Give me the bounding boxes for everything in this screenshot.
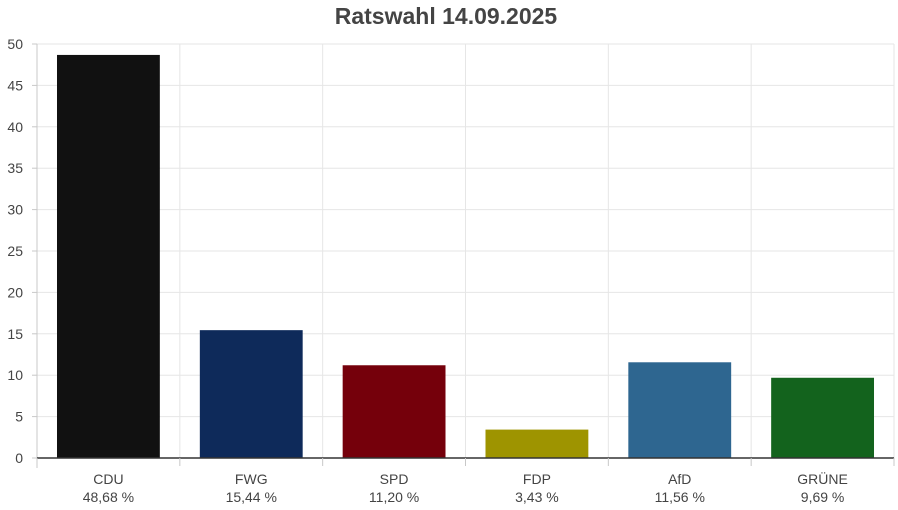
y-tick-label: 20	[7, 284, 23, 300]
y-tick-label: 25	[7, 243, 23, 259]
labels-layer: 0 5 10 15 20 25 30 35 40 45 50 CDU 48,68 % FWG 15,44 %…	[7, 36, 847, 505]
y-tick-label: 45	[7, 77, 23, 93]
bar-spd[interactable]	[342, 365, 446, 458]
grid-layer	[37, 43, 895, 458]
bar-fdp[interactable]	[485, 429, 589, 458]
x-category-label: AfD	[668, 471, 691, 487]
x-category-label: SPD	[380, 471, 409, 487]
chart-title: Ratswahl 14.09.2025	[335, 3, 558, 29]
y-tick-label: 0	[15, 450, 23, 466]
bar-value-label: 11,20 %	[369, 489, 419, 505]
y-tick-label: 40	[7, 119, 23, 135]
bar-value-label: 9,69 %	[801, 489, 845, 505]
x-category-label: FDP	[523, 471, 551, 487]
x-category-label: GRÜNE	[797, 470, 848, 487]
x-category-label: FWG	[235, 471, 268, 487]
bar-grüne[interactable]	[771, 377, 875, 458]
y-tick-label: 15	[7, 326, 23, 342]
bar-value-label: 48,68 %	[83, 489, 134, 505]
bars-layer	[56, 54, 875, 459]
y-tick-label: 5	[15, 409, 23, 425]
bar-fwg[interactable]	[199, 330, 303, 458]
bar-value-label: 15,44 %	[226, 489, 277, 505]
bar-cdu[interactable]	[56, 54, 160, 459]
x-category-label: CDU	[93, 471, 123, 487]
axis-layer	[32, 43, 895, 468]
bar-value-label: 3,43 %	[515, 489, 559, 505]
y-tick-label: 10	[7, 367, 23, 383]
y-tick-label: 50	[7, 36, 23, 52]
bar-value-label: 11,56 %	[655, 489, 705, 505]
y-tick-label: 30	[7, 202, 23, 218]
bar-afd[interactable]	[628, 362, 732, 458]
y-tick-label: 35	[7, 160, 23, 176]
